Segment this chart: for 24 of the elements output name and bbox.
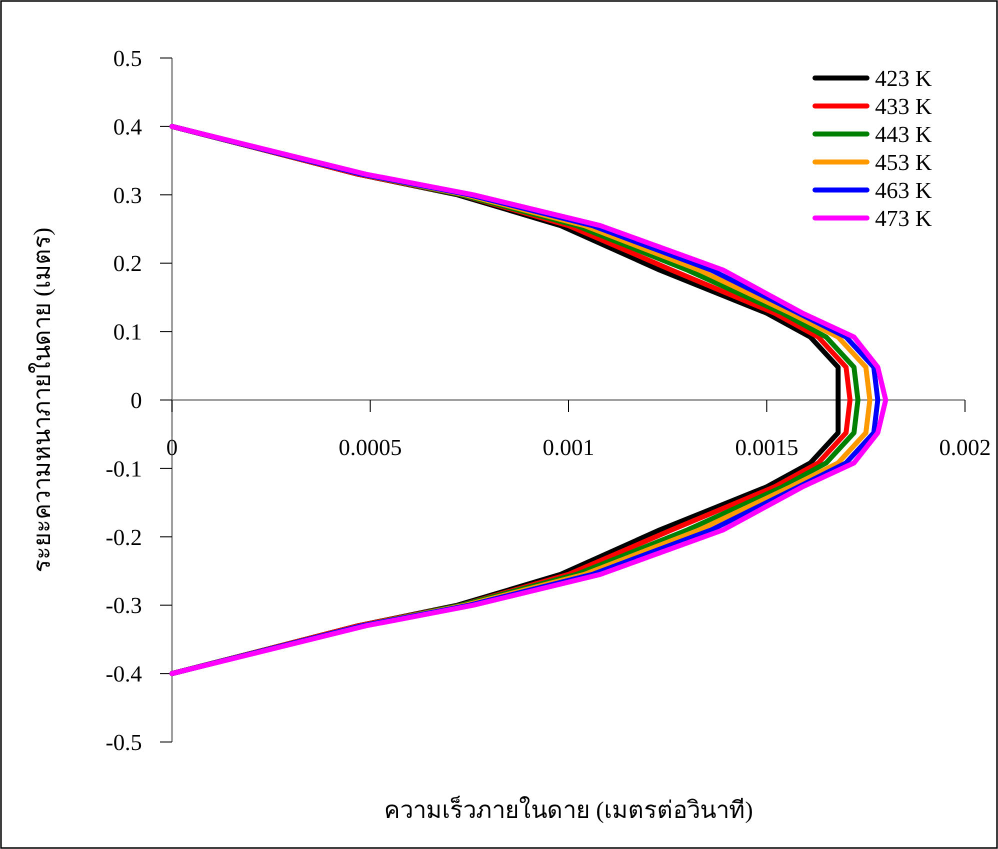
y-tick-label: 0.5	[113, 46, 142, 71]
y-tick-label: -0.3	[106, 593, 142, 618]
legend-label: 453 K	[875, 150, 932, 175]
y-tick-label: 0.4	[113, 114, 142, 140]
y-tick-label: -0.1	[106, 456, 142, 482]
y-tick-label: 0.3	[113, 182, 142, 208]
y-tick-label: -0.5	[106, 730, 142, 755]
y-tick-label: 0	[130, 388, 142, 413]
y-tick-label: -0.4	[106, 662, 142, 687]
y-tick-label: 0.1	[113, 320, 142, 345]
y-axis-title: ระยะความหนาภายในดาย (เมตร)	[28, 228, 56, 572]
legend-label: 423 K	[875, 66, 932, 91]
legend-label: 463 K	[875, 178, 932, 203]
x-tick-label: 0	[166, 435, 178, 460]
legend-label: 433 K	[875, 94, 932, 119]
legend-label: 473 K	[875, 206, 932, 231]
x-tick-label: 0.0005	[338, 435, 402, 460]
x-tick-label: 0.0015	[735, 435, 798, 460]
x-axis-title: ความเร็วภายในดาย (เมตรต่อวินาที)	[384, 795, 753, 824]
y-tick-label: -0.2	[106, 524, 142, 550]
x-tick-label: 0.002	[939, 435, 991, 460]
y-tick-label: 0.2	[113, 251, 142, 276]
legend-label: 443 K	[875, 122, 932, 147]
x-tick-label: 0.001	[542, 435, 594, 460]
